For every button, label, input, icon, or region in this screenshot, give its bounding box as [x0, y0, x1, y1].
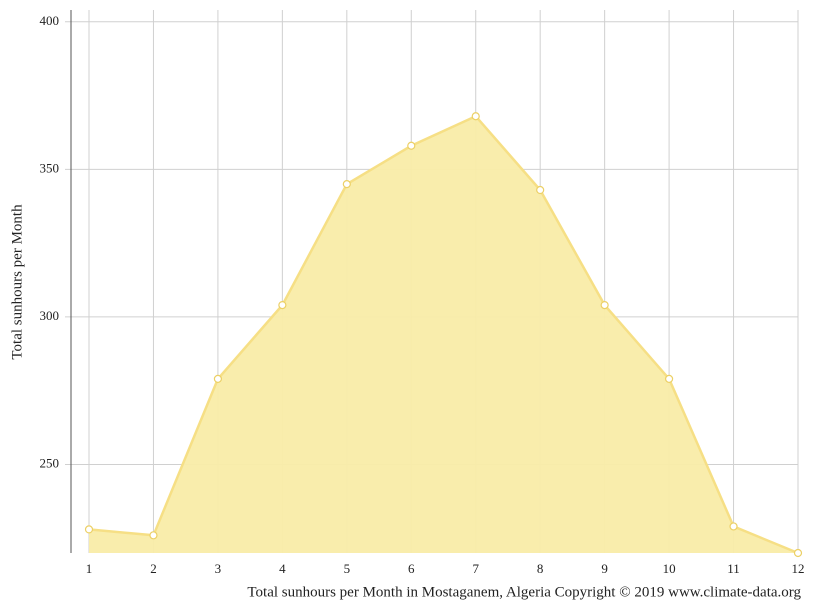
x-tick-label: 1	[86, 561, 93, 576]
y-tick-label: 250	[40, 455, 60, 470]
x-tick-label: 6	[408, 561, 415, 576]
point	[600, 301, 609, 310]
x-tick-label: 2	[150, 561, 157, 576]
point	[729, 522, 738, 531]
line	[88, 114, 799, 555]
point	[471, 112, 480, 121]
x-tick-label: 12	[792, 561, 805, 576]
y-tick-label: 400	[40, 13, 60, 28]
x-tick-label: 3	[215, 561, 222, 576]
point	[278, 301, 287, 310]
caption: Total sunhours per Month in Mostaganem, …	[247, 584, 801, 600]
x-tick-label: 8	[537, 561, 544, 576]
area	[89, 116, 798, 553]
x-tick-label: 5	[344, 561, 351, 576]
point	[793, 548, 803, 558]
point	[407, 141, 416, 150]
point	[149, 531, 158, 540]
x-tick-label: 7	[472, 561, 479, 576]
point	[342, 180, 351, 189]
x-tick-label: 11	[727, 561, 740, 576]
point	[213, 374, 223, 383]
y-axis-label: Total sunhours per Month	[9, 204, 25, 360]
y-tick-label: 300	[40, 308, 60, 323]
point	[664, 374, 674, 383]
x-tick-label: 10	[663, 561, 676, 576]
x-tick-label: 9	[601, 561, 608, 576]
y-tick-label: 350	[40, 160, 60, 175]
point	[84, 525, 94, 534]
point	[536, 185, 545, 195]
x-tick-label: 4	[279, 561, 286, 576]
